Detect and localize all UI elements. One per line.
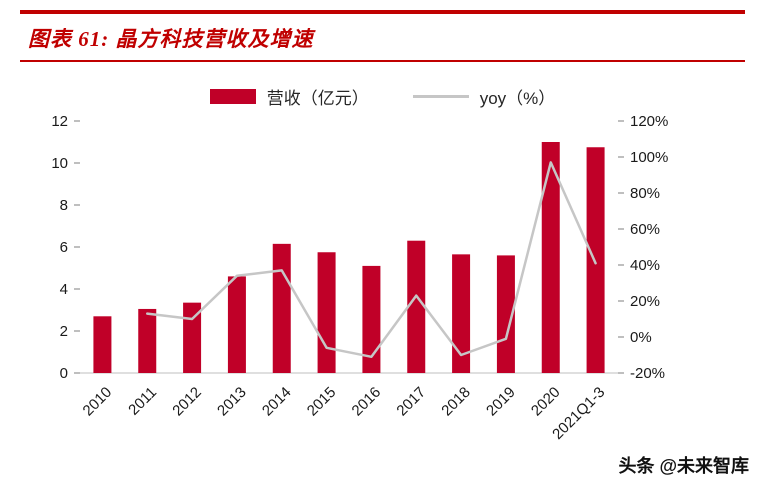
right-axis-label: 100% <box>630 149 668 166</box>
right-axis-label: 0% <box>630 329 652 346</box>
x-axis-label: 2013 <box>214 384 250 420</box>
chart-area: 0 2 4 6 8 10 12 -20% 0% 20% 40% 60% 80% 100% 120% 2010 2… <box>0 111 765 466</box>
x-axis-label: 2020 <box>528 384 564 420</box>
x-axis-label: 2015 <box>304 384 340 420</box>
x-axis-label: 2016 <box>349 384 385 420</box>
left-axis-label: 2 <box>60 323 68 340</box>
revenue-bar-2014 <box>272 243 291 373</box>
header-rule-bottom <box>20 60 745 62</box>
legend-label-revenue: 营收（亿元） <box>266 89 369 108</box>
chart-legend: 营收（亿元） yoy（%） <box>0 84 765 109</box>
right-axis-label: 120% <box>630 113 668 130</box>
revenue-bar-2012 <box>183 302 202 373</box>
legend-item-yoy: yoy（%） <box>412 84 556 109</box>
revenue-bar-swatch <box>209 89 256 104</box>
x-axis-label: 2011 <box>125 384 160 419</box>
revenue-bar-2019 <box>496 255 515 373</box>
right-axis-label: 60% <box>630 221 660 238</box>
yoy-line-swatch <box>412 95 469 98</box>
x-axis-label: 2019 <box>483 384 519 420</box>
left-axis-label: 4 <box>60 281 68 298</box>
left-axis-label: 8 <box>60 197 68 214</box>
right-axis-label: 20% <box>630 293 660 310</box>
left-axis-label: 10 <box>51 155 68 172</box>
revenue-bar-2017 <box>407 240 426 373</box>
revenue-bar-2018 <box>452 254 471 373</box>
revenue-bar-2015 <box>317 252 336 373</box>
left-axis-label: 12 <box>51 113 68 130</box>
revenue-yoy-chart: 0 2 4 6 8 10 12 -20% 0% 20% 40% 60% 80% 100% 120% 2010 2… <box>51 113 668 443</box>
x-axis-label: 2018 <box>438 384 474 420</box>
legend-label-yoy: yoy（%） <box>479 89 556 108</box>
yoy-line <box>146 161 597 359</box>
watermark: 头条 @未来智库 <box>618 456 749 476</box>
chart-title: 图表 61: 晶方科技营收及增速 <box>28 27 314 51</box>
x-axis-label: 2012 <box>169 384 205 420</box>
revenue-bar-2013 <box>227 276 246 373</box>
left-axis-label: 0 <box>60 365 68 382</box>
revenue-bar-2020 <box>541 142 560 373</box>
x-axis-label: 2010 <box>80 384 116 420</box>
x-axis-label: 2017 <box>393 384 429 420</box>
header-rule-top <box>20 10 745 14</box>
right-axis-label: 40% <box>630 257 660 274</box>
left-axis-label: 6 <box>60 239 68 256</box>
revenue-bar-2016 <box>362 265 381 373</box>
revenue-bar-2010 <box>93 316 112 373</box>
right-axis-label: 80% <box>630 185 660 202</box>
x-axis-label: 2014 <box>259 384 295 420</box>
legend-item-revenue: 营收（亿元） <box>209 84 369 109</box>
right-axis-label: -20% <box>630 365 665 382</box>
revenue-bar-2011 <box>138 308 157 373</box>
chart-header: 图表 61: 晶方科技营收及增速 <box>0 0 765 62</box>
